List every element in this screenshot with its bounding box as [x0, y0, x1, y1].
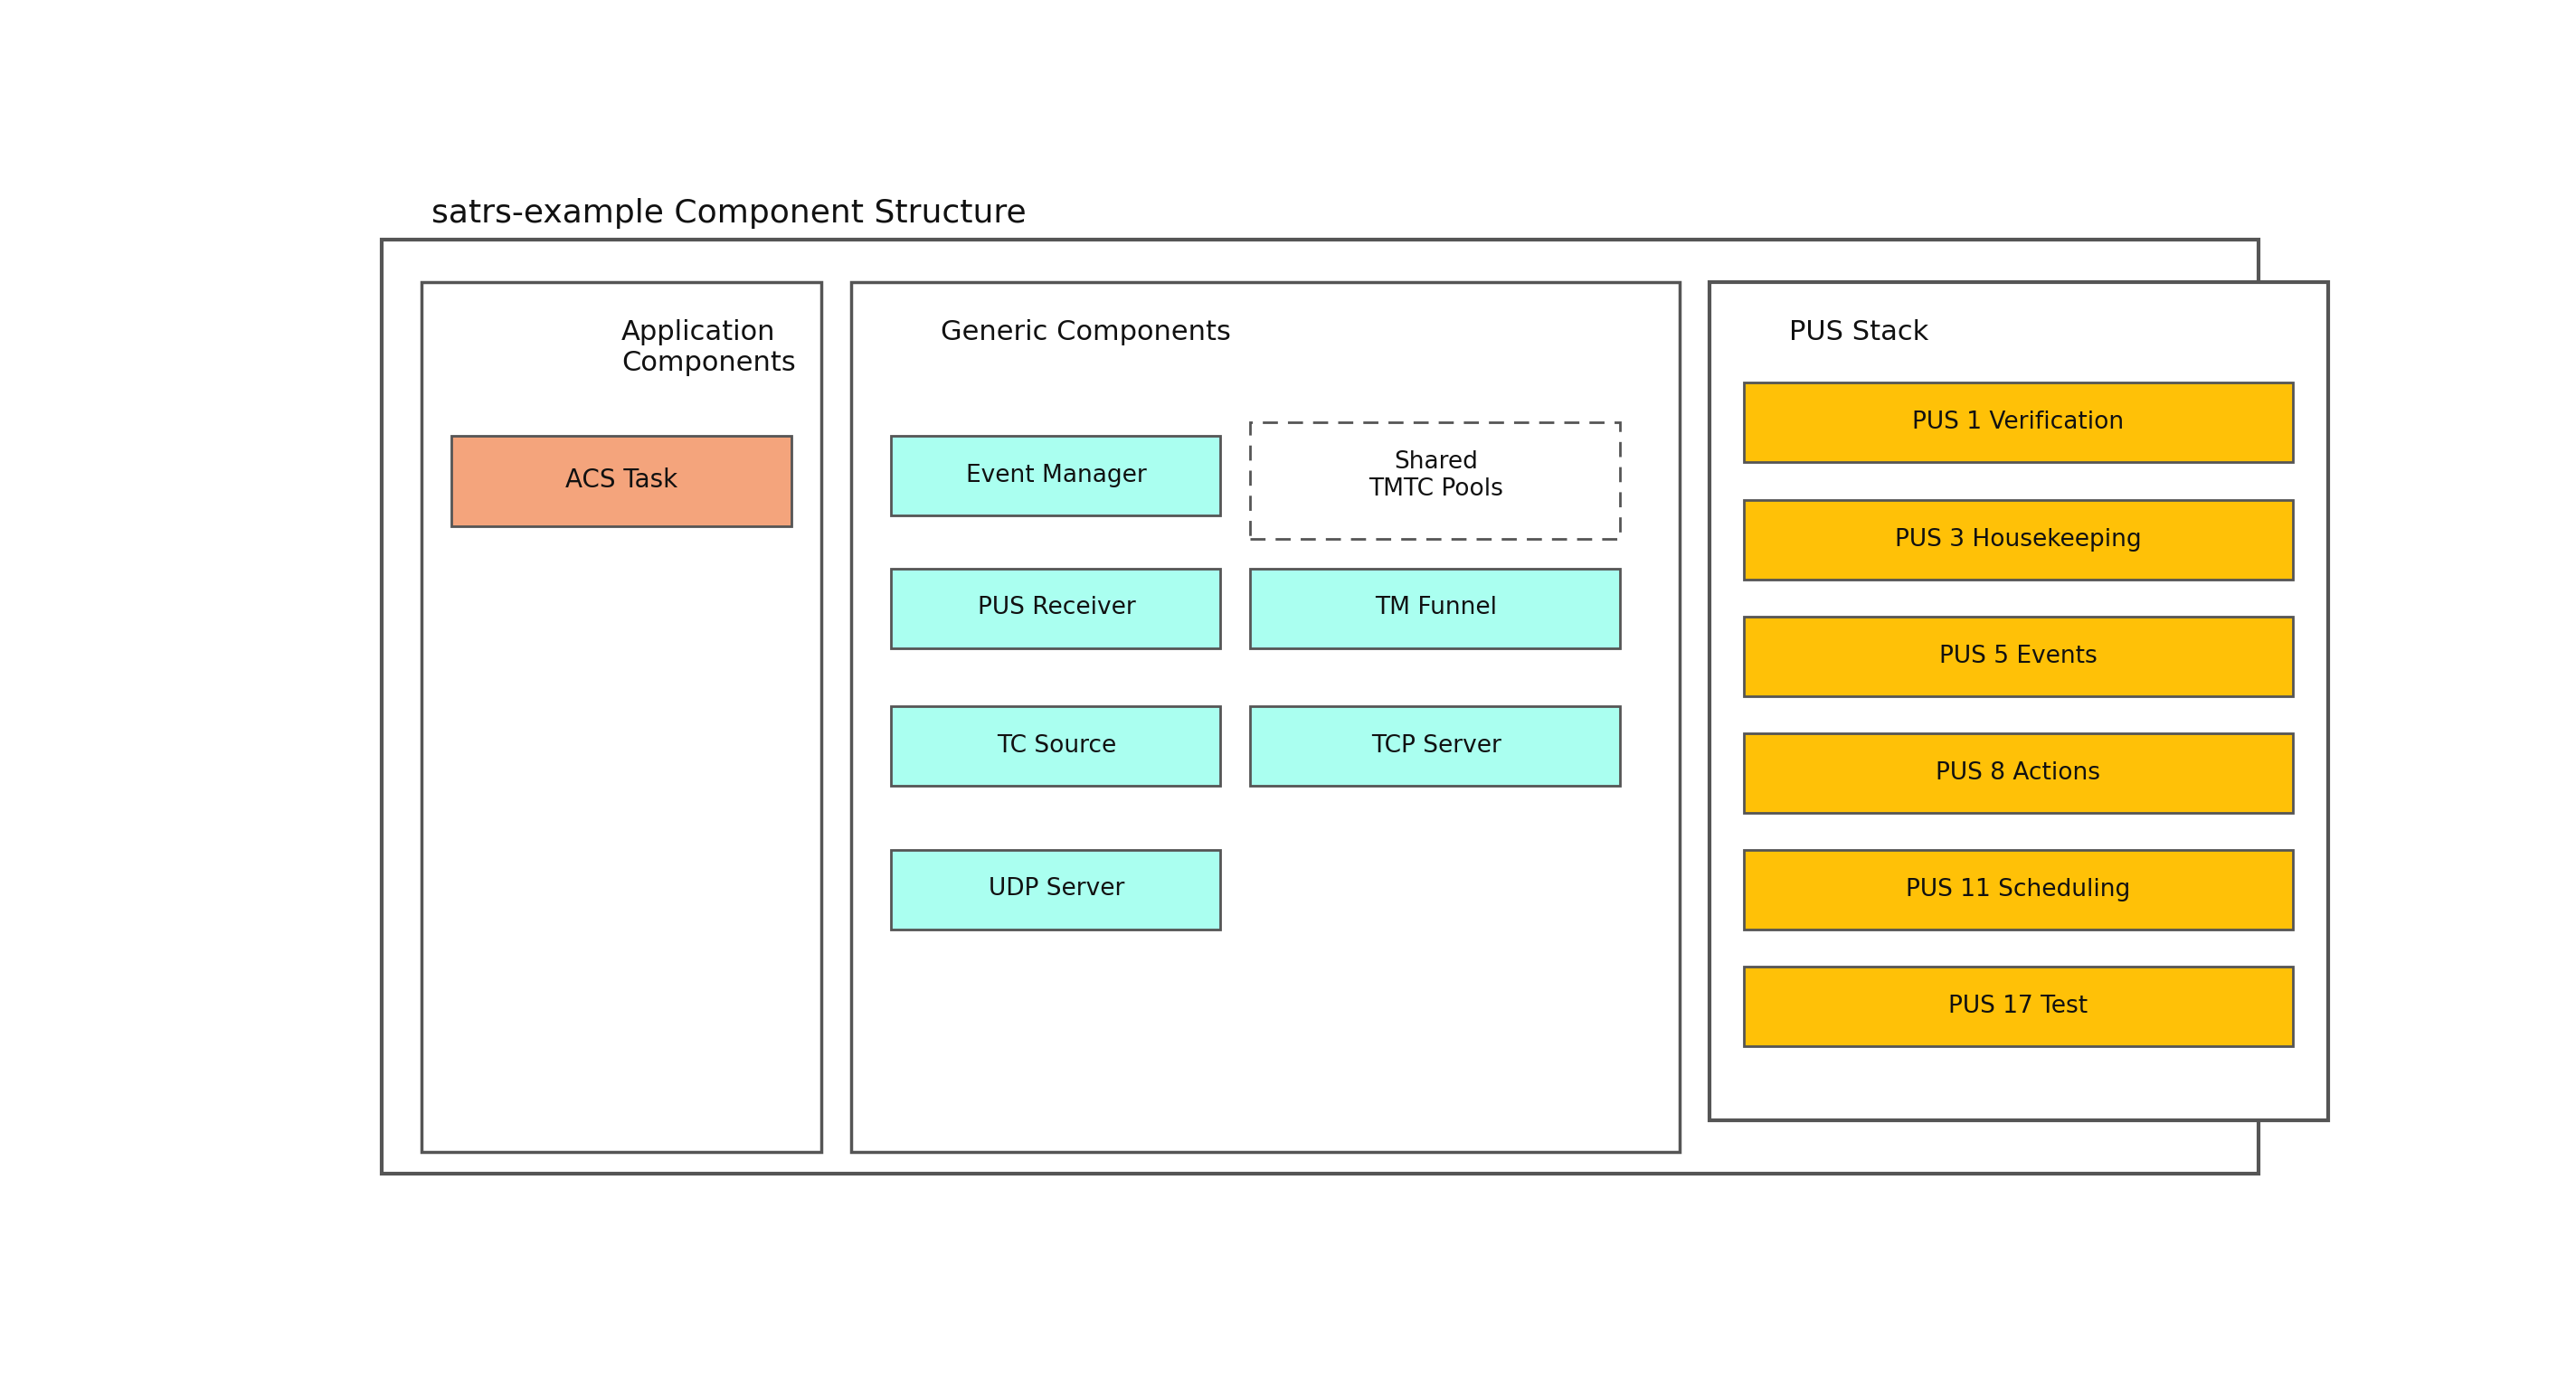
FancyBboxPatch shape — [381, 240, 2259, 1174]
Text: PUS 3 Housekeeping: PUS 3 Housekeeping — [1893, 528, 2141, 551]
FancyBboxPatch shape — [1249, 422, 1620, 539]
FancyBboxPatch shape — [1744, 383, 2293, 463]
Text: PUS Stack: PUS Stack — [1790, 320, 1929, 346]
Text: Event Manager: Event Manager — [966, 463, 1146, 486]
Text: PUS 17 Test: PUS 17 Test — [1947, 995, 2087, 1018]
Text: PUS 11 Scheduling: PUS 11 Scheduling — [1906, 878, 2130, 901]
FancyBboxPatch shape — [1249, 707, 1620, 785]
Text: TCP Server: TCP Server — [1370, 734, 1502, 758]
Text: PUS 1 Verification: PUS 1 Verification — [1911, 411, 2123, 434]
FancyBboxPatch shape — [1710, 282, 2329, 1120]
FancyBboxPatch shape — [1744, 616, 2293, 696]
Text: TC Source: TC Source — [997, 734, 1115, 758]
Text: PUS 8 Actions: PUS 8 Actions — [1935, 761, 2099, 784]
FancyBboxPatch shape — [1249, 569, 1620, 648]
FancyBboxPatch shape — [850, 282, 1680, 1152]
FancyBboxPatch shape — [1744, 500, 2293, 579]
FancyBboxPatch shape — [1744, 850, 2293, 929]
Text: TM Funnel: TM Funnel — [1376, 597, 1497, 620]
FancyBboxPatch shape — [891, 707, 1221, 785]
FancyBboxPatch shape — [422, 282, 822, 1152]
FancyBboxPatch shape — [891, 850, 1221, 929]
Text: satrs-example Component Structure: satrs-example Component Structure — [433, 197, 1028, 229]
Text: PUS 5 Events: PUS 5 Events — [1940, 645, 2097, 668]
Text: UDP Server: UDP Server — [989, 878, 1126, 901]
Text: PUS Receiver: PUS Receiver — [979, 597, 1136, 620]
FancyBboxPatch shape — [891, 569, 1221, 648]
Text: ACS Task: ACS Task — [564, 469, 677, 493]
FancyBboxPatch shape — [891, 435, 1221, 515]
Text: Generic Components: Generic Components — [940, 320, 1231, 346]
FancyBboxPatch shape — [1744, 966, 2293, 1046]
FancyBboxPatch shape — [451, 435, 791, 526]
Text: Shared
TMTC Pools: Shared TMTC Pools — [1368, 449, 1504, 500]
Text: Application
Components: Application Components — [621, 320, 796, 376]
FancyBboxPatch shape — [1744, 733, 2293, 813]
